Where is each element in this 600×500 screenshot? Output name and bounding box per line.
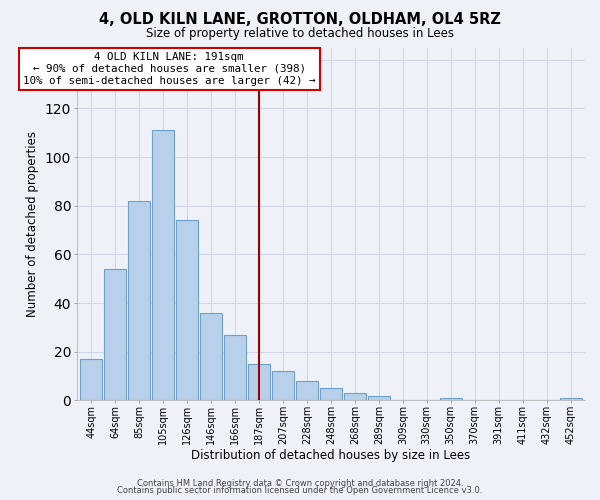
Bar — [560, 398, 581, 400]
Y-axis label: Number of detached properties: Number of detached properties — [26, 131, 40, 317]
Bar — [368, 396, 390, 400]
Bar — [272, 371, 294, 400]
Bar — [440, 398, 462, 400]
Bar — [248, 364, 270, 401]
Bar — [104, 269, 126, 400]
Text: Contains public sector information licensed under the Open Government Licence v3: Contains public sector information licen… — [118, 486, 482, 495]
Text: 4, OLD KILN LANE, GROTTON, OLDHAM, OL4 5RZ: 4, OLD KILN LANE, GROTTON, OLDHAM, OL4 5… — [99, 12, 501, 28]
Bar — [344, 393, 366, 400]
Bar — [176, 220, 198, 400]
Bar — [224, 334, 246, 400]
Bar — [320, 388, 342, 400]
Bar — [80, 359, 102, 401]
Bar — [200, 313, 222, 400]
Bar — [152, 130, 174, 400]
Text: Contains HM Land Registry data © Crown copyright and database right 2024.: Contains HM Land Registry data © Crown c… — [137, 478, 463, 488]
Text: Size of property relative to detached houses in Lees: Size of property relative to detached ho… — [146, 28, 454, 40]
Text: 4 OLD KILN LANE: 191sqm
← 90% of detached houses are smaller (398)
10% of semi-d: 4 OLD KILN LANE: 191sqm ← 90% of detache… — [23, 52, 316, 86]
Bar — [296, 381, 318, 400]
Bar — [128, 201, 150, 400]
X-axis label: Distribution of detached houses by size in Lees: Distribution of detached houses by size … — [191, 450, 470, 462]
